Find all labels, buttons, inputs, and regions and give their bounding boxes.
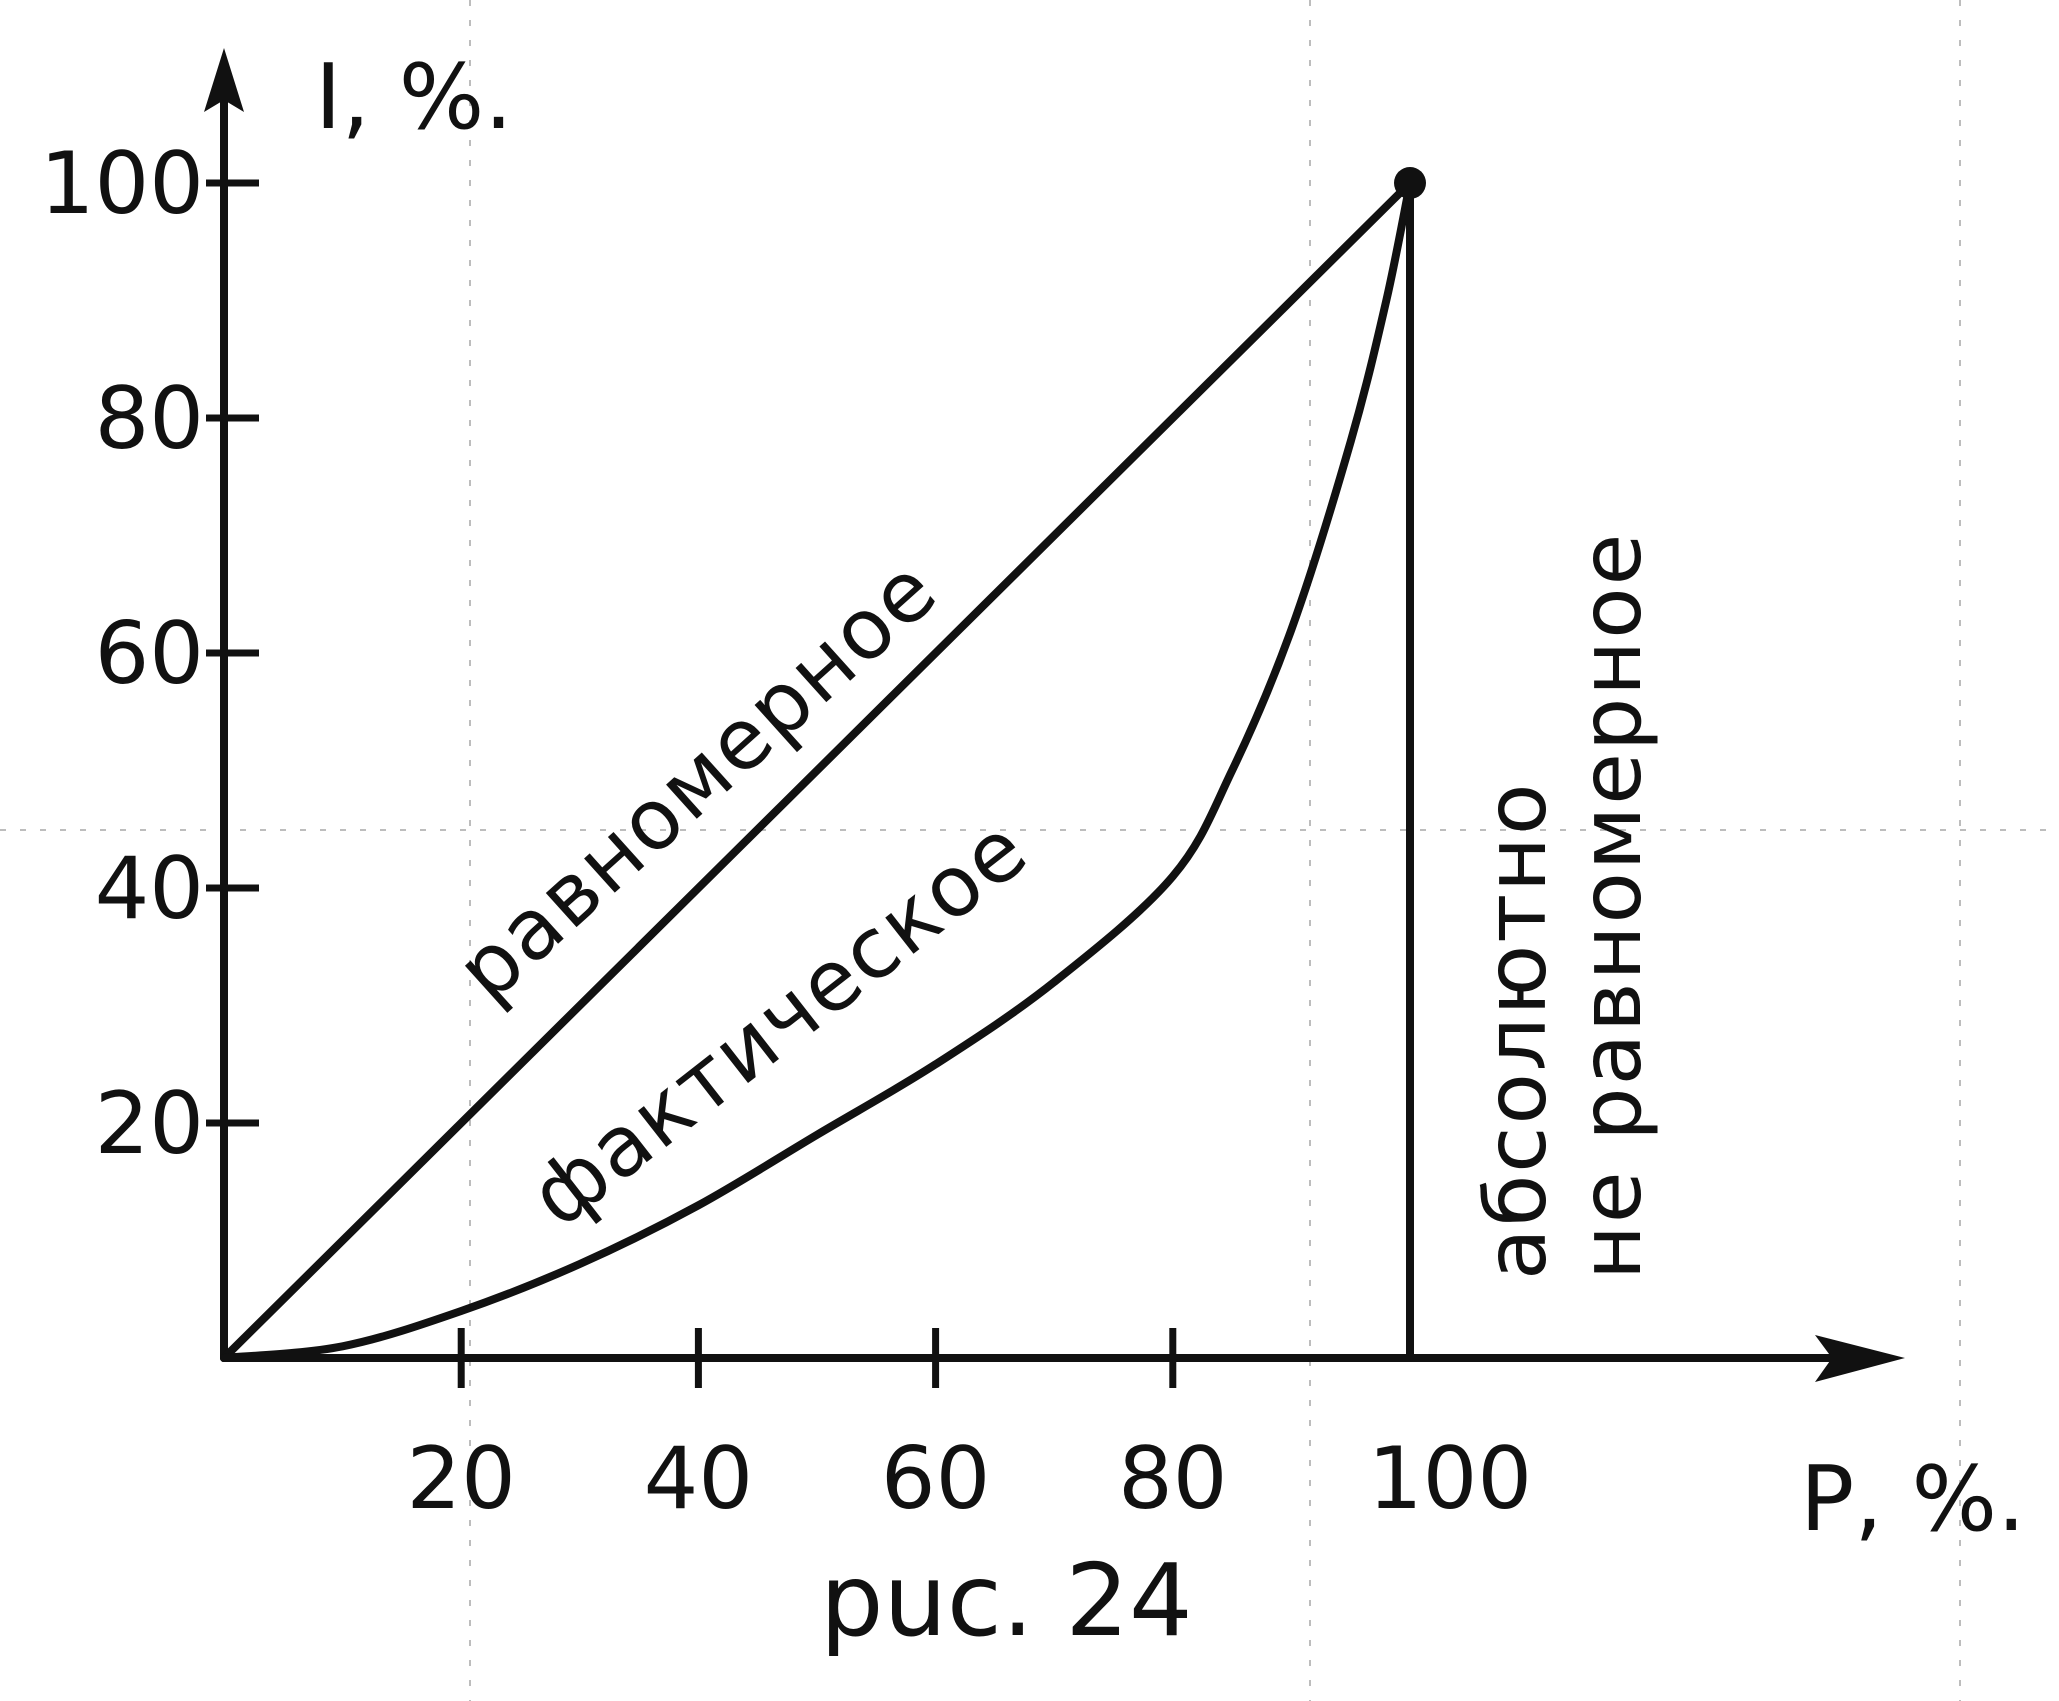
x-tick-label: 20 (406, 1429, 515, 1529)
series-line-absolute (220, 179, 1414, 1362)
y-tick-label: 100 (40, 134, 204, 234)
y-tick-label: 20 (95, 1074, 204, 1174)
y-tick-label: 60 (95, 604, 204, 704)
x-tick-label: 60 (881, 1429, 990, 1529)
y-tick-label: 80 (95, 369, 204, 469)
x-tick-label: 40 (644, 1429, 753, 1529)
y-axis-arrowhead (204, 48, 244, 112)
ticks: 20 40 60 80 100 20 40 60 80 100 (40, 134, 1532, 1529)
y-tick-label: 40 (95, 839, 204, 939)
series-line-uniform (220, 179, 1414, 1362)
x-axis-arrowhead (1815, 1335, 1905, 1382)
series-line-actual (220, 179, 1414, 1362)
series-group (220, 179, 1414, 1362)
x-tick-label: 100 (1368, 1429, 1532, 1529)
label-ne-ravnomernoe: не равномерное (1562, 532, 1660, 1280)
x-axis-title: P, %. (1800, 1447, 2026, 1552)
figure-caption: рuc. 24 (820, 1542, 1193, 1659)
endpoint-marker (1394, 167, 1426, 199)
label-absolutno: абсолютно (1467, 782, 1565, 1281)
y-axis-title: I, %. (315, 45, 513, 150)
x-tick-label: 80 (1118, 1429, 1227, 1529)
